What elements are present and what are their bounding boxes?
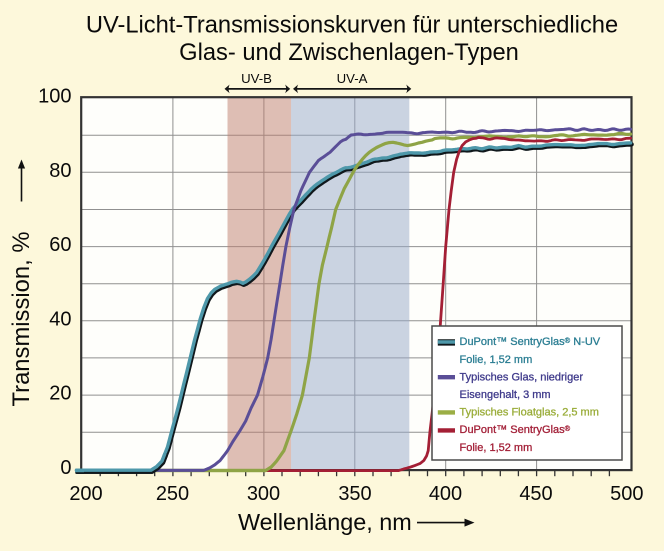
svg-text:UV-Licht-Transmissionskurven f: UV-Licht-Transmissionskurven für untersc… xyxy=(86,13,618,39)
svg-text:450: 450 xyxy=(519,483,552,505)
svg-text:400: 400 xyxy=(429,483,462,505)
svg-text:80: 80 xyxy=(49,160,71,182)
svg-text:Folie, 1,52 mm: Folie, 1,52 mm xyxy=(460,442,533,454)
svg-text:DuPont™ SentryGlas® N-UV: DuPont™ SentryGlas® N-UV xyxy=(460,336,601,348)
svg-text:0: 0 xyxy=(60,457,71,479)
svg-text:Folie, 1,52 mm: Folie, 1,52 mm xyxy=(460,354,533,366)
svg-text:20: 20 xyxy=(49,383,71,405)
svg-text:UV-A: UV-A xyxy=(337,71,368,86)
svg-text:250: 250 xyxy=(156,483,189,505)
svg-text:60: 60 xyxy=(49,234,71,256)
svg-text:40: 40 xyxy=(49,308,71,330)
svg-text:Wellenlänge, nm: Wellenlänge, nm xyxy=(238,509,412,535)
svg-text:350: 350 xyxy=(338,483,371,505)
svg-text:200: 200 xyxy=(69,483,102,505)
svg-text:UV-B: UV-B xyxy=(241,71,272,86)
svg-text:Eisengehalt, 3 mm: Eisengehalt, 3 mm xyxy=(460,389,551,401)
svg-text:500: 500 xyxy=(610,483,643,505)
svg-text:300: 300 xyxy=(247,483,280,505)
svg-text:DuPont™ SentryGlas®: DuPont™ SentryGlas® xyxy=(460,424,571,436)
svg-text:Transmission, %: Transmission, % xyxy=(8,232,35,407)
svg-text:Typisches Floatglas, 2,5 mm: Typisches Floatglas, 2,5 mm xyxy=(460,407,599,419)
svg-text:100: 100 xyxy=(38,86,71,108)
svg-text:Glas- und Zwischenlagen-Typen: Glas- und Zwischenlagen-Typen xyxy=(179,40,519,66)
svg-text:Typisches Glas, niedriger: Typisches Glas, niedriger xyxy=(460,371,584,383)
